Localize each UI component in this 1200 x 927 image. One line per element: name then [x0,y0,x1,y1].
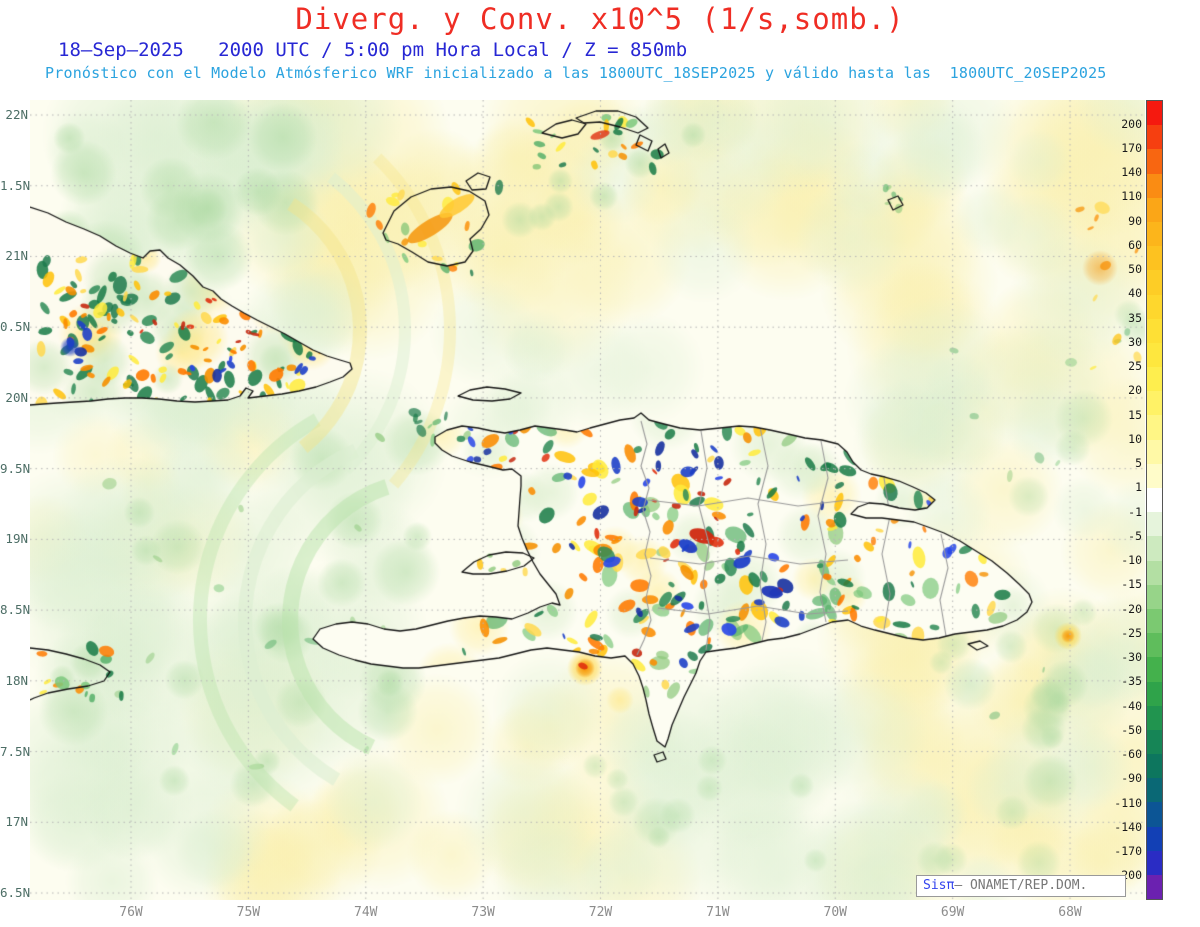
colorbar-cell [1147,318,1162,343]
colorbar-cell [1147,754,1162,779]
colorbar-label: 5 [1135,456,1142,471]
colorbar-cell [1147,149,1162,174]
colorbar-label: 50 [1128,262,1142,277]
forecast-info-line: Pronóstico con el Modelo Atmósferico WRF… [45,64,1107,82]
colorbar-label: 25 [1128,359,1142,374]
colorbar-cell [1147,850,1162,875]
colorbar-cell [1147,608,1162,634]
colorbar-cell [1147,657,1162,682]
colorbar-label: -1 [1128,504,1142,519]
colorbar-cell [1147,342,1162,368]
colorbar-label: 110 [1121,189,1142,204]
colorbar-cell [1147,101,1162,126]
credit-badge: Sisπ— ONAMET/REP.DOM. [916,875,1126,897]
colorbar [1146,100,1163,900]
colorbar-label: 200 [1121,116,1142,131]
lon-label: 75W [236,905,261,920]
colorbar-cell [1147,705,1162,730]
colorbar-cell [1147,826,1162,851]
chart-title: Diverg. y Conv. x10^5 (1/s,somb.) [295,2,905,36]
colorbar-label: 60 [1128,237,1142,252]
colorbar-label: -15 [1121,577,1142,592]
colorbar-cell [1147,560,1162,585]
colorbar-label: -25 [1121,625,1142,640]
colorbar-cell [1147,221,1162,247]
lat-label: 20N [5,389,28,405]
colorbar-cell [1147,681,1162,706]
colorbar-cell [1147,270,1162,295]
lat-label: 7.5N [0,743,31,759]
credit-text: — ONAMET/REP.DOM. [954,878,1088,893]
lon-label: 72W [588,905,613,920]
colorbar-cell [1147,294,1162,319]
colorbar-cell [1147,729,1162,755]
colorbar-label: -110 [1114,795,1142,810]
colorbar-cell [1147,367,1162,392]
map-canvas [30,100,1145,900]
colorbar-label: -35 [1121,674,1142,689]
colorbar-cell [1147,125,1162,150]
colorbar-label: 10 [1128,431,1142,446]
colorbar-label: -40 [1121,698,1142,713]
chart-subtitle: 18–Sep–2025 2000 UTC / 5:00 pm Hora Loca… [58,39,688,61]
colorbar-label: 1 [1135,480,1142,495]
colorbar-label: -90 [1121,771,1142,786]
lat-label: 1.5N [0,177,31,193]
colorbar-cell [1147,584,1162,609]
colorbar-cell [1147,633,1162,658]
colorbar-cell [1147,415,1162,440]
colorbar-cell [1147,802,1162,827]
lat-label: 22N [5,107,28,122]
credit-brand: Sisπ [923,878,955,893]
lat-label: 21N [5,248,28,264]
lat-label: 9.5N [0,460,31,476]
colorbar-label: 140 [1121,165,1142,180]
map-plot-area [30,100,1145,900]
colorbar-cell [1147,391,1162,416]
lat-label: 6.5N [0,885,31,901]
colorbar-cell [1147,197,1162,222]
lon-label: 76W [119,905,143,920]
colorbar-label: 15 [1128,407,1142,422]
lon-label: 69W [940,905,965,920]
colorbar-label: -10 [1121,553,1142,568]
lat-label: 18N [5,672,28,688]
colorbar-cell [1147,536,1162,561]
colorbar-label: 170 [1121,140,1142,155]
colorbar-label: -60 [1121,747,1142,762]
colorbar-cell [1147,512,1162,537]
colorbar-cell [1147,439,1162,464]
lon-label: 71W [706,905,730,920]
colorbar-cell [1147,875,1162,900]
lat-label: 0.5N [0,319,31,335]
colorbar-label: 20 [1128,383,1142,398]
colorbar-cell [1147,246,1162,271]
colorbar-cell [1147,488,1162,513]
colorbar-cell [1147,173,1162,198]
colorbar-label: 30 [1128,334,1142,349]
lon-label: 73W [471,905,495,920]
colorbar-label: -170 [1114,844,1142,858]
colorbar-label: 90 [1128,213,1142,228]
colorbar-label: -30 [1121,650,1142,665]
lat-label: 17N [5,814,28,830]
lon-label: 70W [823,905,847,920]
colorbar-label: -20 [1121,601,1142,616]
colorbar-label: -5 [1128,528,1142,543]
lon-label: 68W [1058,905,1082,920]
colorbar-cell [1147,778,1162,803]
lat-label: 19N [5,531,28,547]
colorbar-cell [1147,463,1162,488]
colorbar-label: 40 [1128,286,1142,301]
colorbar-label: -140 [1114,819,1142,834]
lat-label: 8.5N [0,602,31,618]
lon-label: 74W [354,905,378,920]
colorbar-label: -50 [1121,722,1142,737]
colorbar-label: 35 [1128,310,1142,325]
